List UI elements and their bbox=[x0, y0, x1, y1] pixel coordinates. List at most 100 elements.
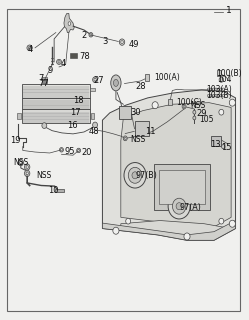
Ellipse shape bbox=[68, 22, 70, 26]
Text: NSS: NSS bbox=[130, 135, 145, 144]
Text: 27: 27 bbox=[94, 76, 105, 85]
Ellipse shape bbox=[61, 149, 62, 151]
Text: 100(A): 100(A) bbox=[155, 73, 180, 82]
Ellipse shape bbox=[176, 203, 182, 210]
Text: 103(B): 103(B) bbox=[207, 91, 232, 100]
Ellipse shape bbox=[93, 122, 98, 128]
Text: 4: 4 bbox=[61, 59, 66, 68]
Text: NSS: NSS bbox=[36, 172, 52, 180]
Ellipse shape bbox=[168, 194, 190, 219]
Ellipse shape bbox=[124, 137, 126, 140]
Text: 97(B): 97(B) bbox=[135, 171, 157, 180]
Ellipse shape bbox=[42, 123, 47, 128]
Bar bbox=[168, 99, 172, 105]
Bar bbox=[154, 164, 210, 210]
Bar bbox=[21, 84, 90, 98]
Ellipse shape bbox=[219, 218, 224, 224]
Ellipse shape bbox=[184, 233, 190, 240]
Bar bbox=[17, 114, 21, 119]
Text: 13: 13 bbox=[210, 140, 221, 149]
Bar bbox=[134, 121, 149, 136]
Ellipse shape bbox=[90, 34, 92, 36]
Text: 18: 18 bbox=[73, 96, 84, 105]
Ellipse shape bbox=[57, 59, 62, 64]
Bar bbox=[21, 109, 90, 123]
Bar bbox=[91, 114, 94, 119]
Text: 16: 16 bbox=[67, 121, 77, 130]
Text: 19: 19 bbox=[10, 136, 20, 145]
Text: 10: 10 bbox=[49, 186, 59, 195]
Text: 4: 4 bbox=[28, 44, 33, 54]
Polygon shape bbox=[121, 103, 231, 227]
Ellipse shape bbox=[128, 167, 142, 183]
Bar bbox=[90, 88, 95, 92]
Ellipse shape bbox=[222, 145, 225, 149]
Ellipse shape bbox=[26, 172, 28, 175]
Ellipse shape bbox=[123, 136, 127, 141]
Text: 28: 28 bbox=[135, 82, 146, 91]
Polygon shape bbox=[64, 13, 74, 33]
Text: 103(A): 103(A) bbox=[207, 85, 232, 94]
Bar bbox=[55, 189, 64, 192]
Text: 48: 48 bbox=[89, 127, 100, 136]
Ellipse shape bbox=[152, 102, 158, 109]
Ellipse shape bbox=[28, 46, 31, 49]
Ellipse shape bbox=[182, 104, 186, 109]
Ellipse shape bbox=[193, 110, 196, 114]
Text: 95: 95 bbox=[64, 147, 75, 156]
Text: 100(B): 100(B) bbox=[216, 69, 242, 78]
Text: 29: 29 bbox=[197, 109, 207, 118]
Bar bbox=[119, 106, 131, 119]
Ellipse shape bbox=[193, 116, 196, 120]
Text: 17: 17 bbox=[70, 108, 81, 117]
Ellipse shape bbox=[89, 33, 93, 37]
Ellipse shape bbox=[26, 165, 28, 168]
Ellipse shape bbox=[24, 170, 30, 177]
Ellipse shape bbox=[126, 218, 131, 224]
Text: 1: 1 bbox=[226, 6, 232, 15]
Ellipse shape bbox=[132, 172, 138, 179]
Ellipse shape bbox=[60, 148, 63, 152]
Text: 30: 30 bbox=[131, 108, 141, 117]
Ellipse shape bbox=[93, 77, 98, 83]
Ellipse shape bbox=[77, 148, 81, 153]
Text: 97(A): 97(A) bbox=[179, 203, 201, 212]
Ellipse shape bbox=[113, 227, 119, 234]
Text: 11: 11 bbox=[145, 127, 156, 136]
Ellipse shape bbox=[124, 163, 146, 188]
Text: 7: 7 bbox=[39, 74, 44, 83]
Bar bbox=[217, 70, 221, 76]
Text: 20: 20 bbox=[82, 148, 92, 157]
Ellipse shape bbox=[119, 39, 125, 45]
Ellipse shape bbox=[78, 149, 79, 152]
Text: 2: 2 bbox=[82, 31, 87, 40]
Bar bbox=[145, 74, 149, 81]
Ellipse shape bbox=[219, 109, 224, 115]
Text: NSS: NSS bbox=[190, 101, 205, 110]
Ellipse shape bbox=[20, 161, 22, 164]
Ellipse shape bbox=[219, 77, 224, 82]
Bar bbox=[70, 53, 77, 58]
Ellipse shape bbox=[111, 75, 121, 91]
Text: 15: 15 bbox=[221, 143, 232, 152]
Ellipse shape bbox=[114, 79, 118, 86]
Text: 78: 78 bbox=[79, 52, 90, 61]
Ellipse shape bbox=[126, 111, 131, 117]
Ellipse shape bbox=[172, 198, 186, 214]
Text: 49: 49 bbox=[128, 40, 139, 49]
Ellipse shape bbox=[24, 164, 30, 170]
Text: 9: 9 bbox=[47, 66, 53, 75]
Bar bbox=[42, 77, 47, 80]
Bar bbox=[42, 80, 47, 83]
Ellipse shape bbox=[18, 159, 23, 166]
Ellipse shape bbox=[229, 220, 235, 227]
Ellipse shape bbox=[183, 105, 185, 108]
Ellipse shape bbox=[121, 41, 123, 44]
Polygon shape bbox=[102, 90, 236, 240]
Text: 100(C): 100(C) bbox=[176, 98, 202, 107]
Text: 105: 105 bbox=[199, 115, 213, 124]
Text: NSS: NSS bbox=[13, 158, 28, 167]
Ellipse shape bbox=[27, 45, 32, 51]
Bar bbox=[211, 136, 221, 146]
Ellipse shape bbox=[58, 60, 60, 63]
